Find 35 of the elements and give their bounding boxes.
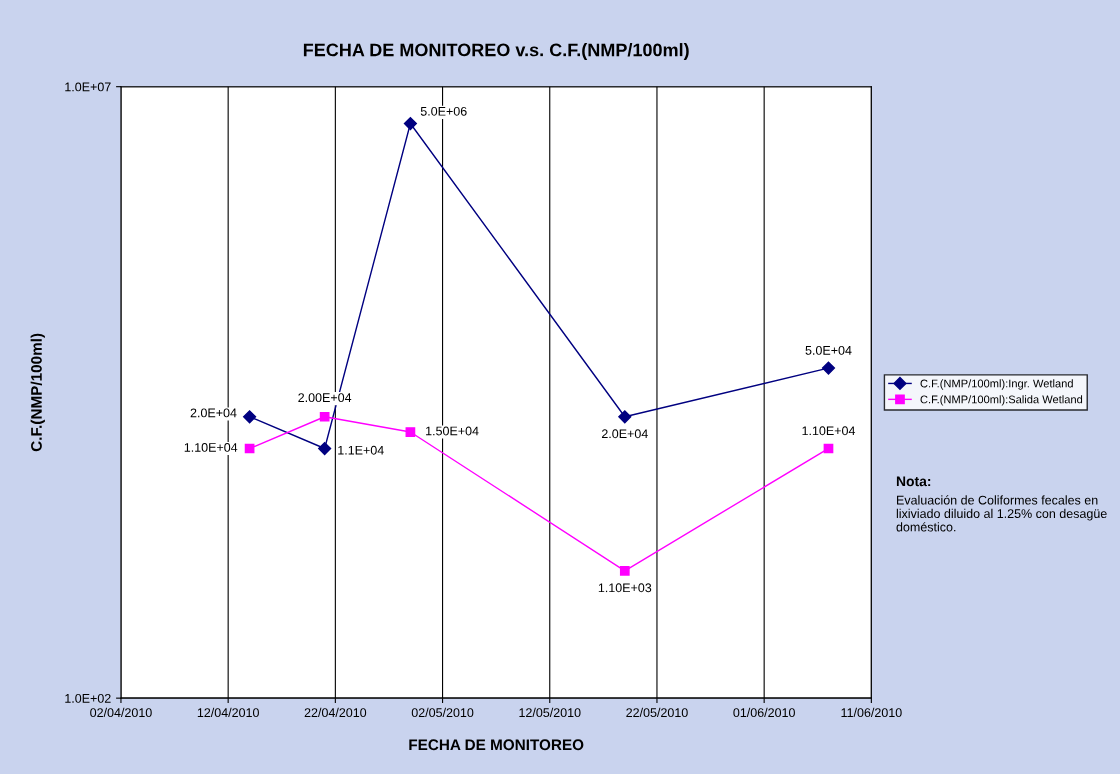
- x-tick-label: 11/06/2010: [841, 707, 902, 718]
- point: [619, 565, 630, 576]
- data-label: 1.10E+04: [802, 426, 856, 436]
- data-label: 2.0E+04: [601, 429, 648, 439]
- data-label: 1.50E+04: [426, 426, 479, 436]
- x-tick-label: 12/04/2010: [197, 707, 259, 718]
- point: [403, 116, 417, 131]
- x-tick-label: 22/05/2010: [626, 707, 688, 718]
- point: [618, 410, 632, 424]
- point: [405, 427, 416, 437]
- point: [243, 410, 257, 424]
- point: [319, 411, 330, 422]
- legend-label: C.F.(NMP/100ml):Ingr. Wetland: [920, 379, 1073, 390]
- text: Nota:: [896, 476, 931, 487]
- y-tick-label: 1.0E+07: [65, 82, 111, 92]
- text: Evaluación de Coliformes fecales en lixiviado diluido al 1.25% con desagüe doméstico.: [896, 495, 1107, 532]
- data-label: 1.10E+03: [598, 583, 652, 593]
- x-tick-label: 02/04/2010: [90, 707, 152, 718]
- x-tick-label: 12/05/2010: [519, 707, 581, 718]
- data-label: 5.0E+06: [420, 106, 467, 116]
- data-label: 2.00E+04: [298, 393, 352, 403]
- x-axis-title: FECHA DE MONITOREO: [409, 739, 584, 751]
- x-tick-label: 22/04/2010: [304, 707, 367, 718]
- point: [821, 361, 836, 375]
- y-tick-label: 1.0E+02: [65, 693, 111, 703]
- data-label: 2.0E+04: [190, 408, 237, 418]
- x-tick-label: 02/05/2010: [411, 707, 474, 718]
- chart-title: FECHA DE MONITOREO v.s. C.F.(NMP/100ml): [303, 43, 689, 60]
- data-label: 5.0E+04: [805, 345, 852, 355]
- point: [318, 441, 332, 456]
- x-tick-label: 01/06/2010: [733, 707, 795, 718]
- data-label: 1.10E+04: [184, 443, 238, 452]
- legend-label: C.F.(NMP/100ml):Salida Wetland: [920, 395, 1083, 406]
- data-label: 1.1E+04: [338, 445, 384, 455]
- y-axis-title: C.F.(NMP/100ml): [30, 333, 45, 452]
